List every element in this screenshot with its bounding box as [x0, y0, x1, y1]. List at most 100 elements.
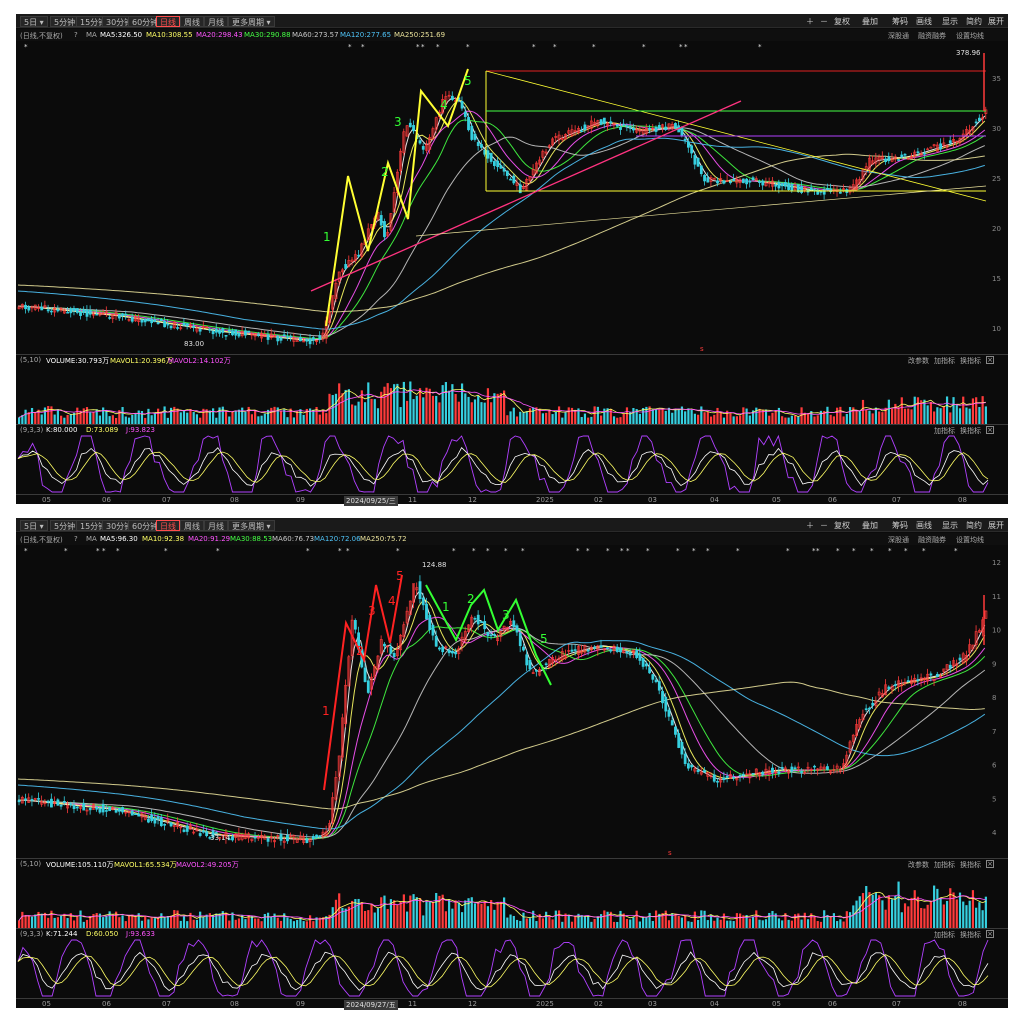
- hk-connect-label[interactable]: 深股通: [888, 32, 909, 40]
- expand-button[interactable]: 展开: [988, 17, 1004, 26]
- margin-label[interactable]: 融资融券: [918, 32, 946, 40]
- candle-body: [583, 645, 587, 653]
- display-button[interactable]: 显示: [942, 521, 958, 530]
- event-star: *: [758, 43, 762, 51]
- edit-params-button[interactable]: 改参数: [908, 357, 929, 365]
- margin-label[interactable]: 融资融券: [918, 536, 946, 544]
- candle-body: [890, 686, 894, 690]
- add-indicator-button-2[interactable]: 加指标: [934, 931, 955, 939]
- chart-panel-bottom[interactable]: 5日 ▾ 5分钟 15分钟 30分钟 60分钟 日线 周线 月线 更多周期 ▾ …: [16, 518, 1008, 1010]
- period-monthly[interactable]: 月线: [204, 16, 228, 27]
- candle-body: [531, 672, 535, 674]
- period-monthly[interactable]: 月线: [204, 520, 228, 531]
- period-daily[interactable]: 日线: [156, 16, 180, 27]
- zoom-in-button[interactable]: ＋: [806, 17, 814, 26]
- volume-bar: [729, 920, 732, 928]
- candle-body: [386, 231, 390, 237]
- add-indicator-button[interactable]: 加指标: [934, 861, 955, 869]
- adjust-button[interactable]: 复权: [834, 17, 850, 26]
- draw-line-button[interactable]: 画线: [916, 17, 932, 26]
- volume-bar: [570, 407, 574, 424]
- volume-bar: [913, 890, 916, 928]
- volume-bar: [654, 408, 658, 424]
- candle-body: [923, 152, 926, 155]
- candle-body: [712, 178, 716, 180]
- switch-indicator-button[interactable]: 换指标: [960, 357, 981, 365]
- period-more[interactable]: 更多周期 ▾: [228, 16, 275, 27]
- adjust-button[interactable]: 复权: [834, 521, 850, 530]
- help-icon[interactable]: ?: [74, 535, 78, 543]
- hk-connect-label[interactable]: 深股通: [888, 536, 909, 544]
- candle-body: [205, 831, 209, 837]
- close-icon[interactable]: ×: [986, 426, 994, 434]
- candle-body: [37, 798, 40, 800]
- set-ma-button[interactable]: 设置均线: [956, 536, 984, 544]
- period-weekly[interactable]: 周线: [180, 520, 204, 531]
- period-5min[interactable]: 5分钟: [50, 520, 80, 531]
- period-daily[interactable]: 日线: [156, 520, 180, 531]
- period-select[interactable]: 5日 ▾: [20, 520, 48, 531]
- date-tick: 07: [162, 1000, 171, 1008]
- draw-line-button[interactable]: 画线: [916, 521, 932, 530]
- volume-bar: [486, 906, 490, 928]
- candle-body: [952, 660, 955, 667]
- expand-button[interactable]: 展开: [988, 521, 1004, 530]
- zoom-out-button[interactable]: －: [820, 521, 828, 530]
- candle-body: [538, 159, 542, 165]
- candle-body: [586, 649, 590, 652]
- mavol2-value: MAVOL2:14.102万: [168, 357, 231, 365]
- mavol1-value: MAVOL1:20.396万: [110, 357, 173, 365]
- period-select[interactable]: 5日 ▾: [20, 16, 48, 27]
- volume-bar: [858, 411, 861, 424]
- period-5min[interactable]: 5分钟: [50, 16, 80, 27]
- set-ma-button[interactable]: 设置均线: [956, 32, 984, 40]
- volume-bar: [642, 917, 645, 928]
- volume-bar: [923, 399, 926, 424]
- candle-body: [518, 184, 522, 194]
- simple-button[interactable]: 简约: [966, 521, 982, 530]
- volume-bar: [819, 921, 823, 928]
- chips-button[interactable]: 筹码: [892, 17, 908, 26]
- candle-body: [648, 667, 652, 674]
- overlay-button[interactable]: 叠加: [862, 17, 878, 26]
- candle-body: [56, 799, 60, 806]
- volume-bar: [861, 399, 865, 424]
- close-icon[interactable]: ×: [986, 860, 994, 868]
- chart-panel-top[interactable]: 5日 ▾ 5分钟 15分钟 30分钟 60分钟 日线 周线 月线 更多周期 ▾ …: [16, 14, 1008, 506]
- volume-bar: [978, 902, 981, 928]
- candle-body: [838, 191, 842, 194]
- candle-body: [699, 165, 703, 175]
- period-weekly[interactable]: 周线: [180, 16, 204, 27]
- switch-indicator-button[interactable]: 换指标: [960, 861, 981, 869]
- volume-bar: [250, 915, 253, 928]
- volume-bar: [583, 915, 587, 928]
- chips-button[interactable]: 筹码: [892, 521, 908, 530]
- candle-body: [172, 321, 176, 329]
- close-icon[interactable]: ×: [986, 356, 994, 364]
- close-icon[interactable]: ×: [986, 930, 994, 938]
- simple-button[interactable]: 简约: [966, 17, 982, 26]
- candle-body: [30, 306, 34, 309]
- switch-indicator-button-2[interactable]: 换指标: [960, 427, 981, 435]
- edit-params-button[interactable]: 改参数: [908, 861, 929, 869]
- volume-bar: [43, 407, 47, 424]
- switch-indicator-button-2[interactable]: 换指标: [960, 931, 981, 939]
- zoom-in-button[interactable]: ＋: [806, 521, 814, 530]
- add-indicator-button[interactable]: 加指标: [934, 357, 955, 365]
- overlay-button[interactable]: 叠加: [862, 521, 878, 530]
- help-icon[interactable]: ?: [74, 31, 78, 39]
- volume-bar: [344, 389, 347, 424]
- volume-bar: [367, 910, 370, 928]
- period-select-label: 5日: [24, 18, 38, 27]
- candle-body: [935, 673, 939, 678]
- candle-body: [412, 583, 415, 603]
- add-indicator-button-2[interactable]: 加指标: [934, 427, 955, 435]
- volume-value: VOLUME:30.793万: [46, 357, 110, 365]
- zoom-out-button[interactable]: －: [820, 17, 828, 26]
- volume-bar: [166, 417, 169, 424]
- volume-bar: [638, 413, 641, 424]
- period-more[interactable]: 更多周期 ▾: [228, 520, 275, 531]
- display-button[interactable]: 显示: [942, 17, 958, 26]
